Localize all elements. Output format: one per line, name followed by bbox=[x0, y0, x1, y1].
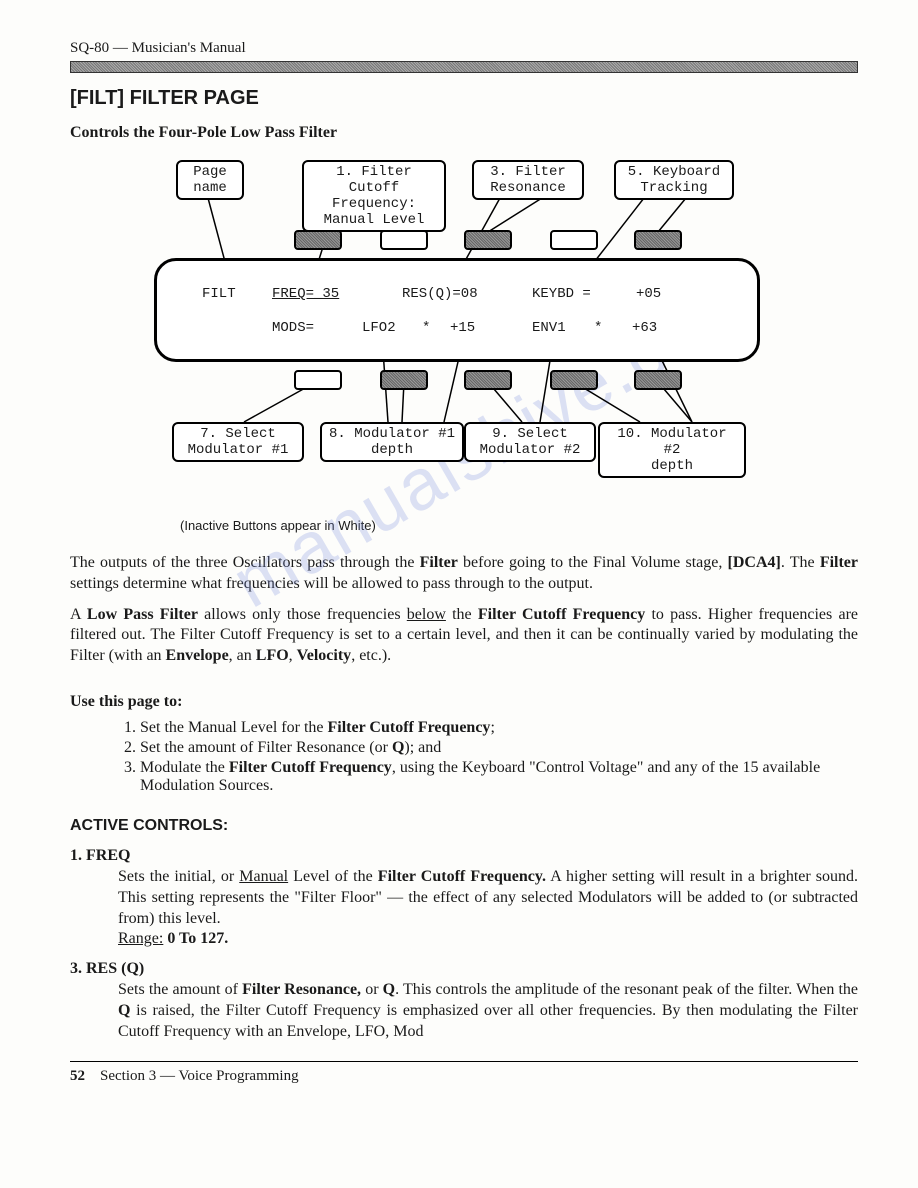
panel-button bbox=[634, 230, 682, 250]
panel-text: +63 bbox=[632, 320, 657, 336]
use-item-3: Modulate the Filter Cutoff Frequency, us… bbox=[140, 759, 858, 795]
panel-text: MODS= bbox=[272, 320, 314, 336]
panel-button bbox=[380, 370, 428, 390]
panel-button bbox=[464, 370, 512, 390]
panel-text: * bbox=[594, 320, 602, 336]
panel-text: ENV1 bbox=[532, 320, 566, 336]
panel-text: LFO2 bbox=[362, 320, 396, 336]
paragraph-2: A Low Pass Filter allows only those freq… bbox=[70, 605, 858, 667]
label-box: 3. FilterResonance bbox=[472, 160, 584, 200]
panel-button bbox=[380, 230, 428, 250]
panel-text: * bbox=[422, 320, 430, 336]
page-title: [FILT] FILTER PAGE bbox=[70, 87, 858, 110]
label-box: 10. Modulator #2depth bbox=[598, 422, 746, 478]
filter-page-diagram: Pagename 1. Filter CutoffFrequency:Manual… bbox=[144, 160, 784, 510]
p1-filter: Filter bbox=[420, 554, 458, 571]
running-header: SQ-80 — Musician's Manual bbox=[70, 40, 858, 57]
label-box: 5. KeyboardTracking bbox=[614, 160, 734, 200]
freq-heading: 1. FREQ bbox=[70, 847, 858, 865]
panel-text: +05 bbox=[636, 286, 661, 302]
section-label: Section 3 — Voice Programming bbox=[100, 1068, 299, 1084]
panel-button bbox=[634, 370, 682, 390]
panel-button bbox=[294, 370, 342, 390]
p1-text: The outputs of the three Oscillators pas… bbox=[70, 554, 420, 571]
resq-body: Sets the amount of Filter Resonance, or … bbox=[118, 980, 858, 1042]
label-box: 8. Modulator #1depth bbox=[320, 422, 464, 462]
footer: 52 Section 3 — Voice Programming bbox=[70, 1061, 858, 1085]
panel-text: KEYBD = bbox=[532, 286, 591, 302]
use-list: Set the Manual Level for the Filter Cuto… bbox=[140, 719, 858, 795]
panel-button bbox=[550, 230, 598, 250]
label-box: 7. SelectModulator #1 bbox=[172, 422, 304, 462]
panel-text: +15 bbox=[450, 320, 475, 336]
active-controls-heading: ACTIVE CONTROLS: bbox=[70, 817, 858, 835]
header-bar bbox=[70, 61, 858, 73]
page-number: 52 bbox=[70, 1068, 85, 1084]
paragraph-1: The outputs of the three Oscillators pas… bbox=[70, 553, 858, 595]
panel-text: FILT bbox=[202, 286, 236, 302]
resq-heading: 3. RES (Q) bbox=[70, 960, 858, 978]
diagram-caption: (Inactive Buttons appear in White) bbox=[180, 518, 858, 533]
display-panel bbox=[154, 258, 760, 362]
freq-body: Sets the initial, or Manual Level of the… bbox=[118, 867, 858, 950]
label-box: Pagename bbox=[176, 160, 244, 200]
panel-text: FREQ=_35 bbox=[272, 286, 339, 302]
panel-button bbox=[464, 230, 512, 250]
subtitle: Controls the Four-Pole Low Pass Filter bbox=[70, 124, 858, 142]
use-item-2: Set the amount of Filter Resonance (or Q… bbox=[140, 739, 858, 757]
label-box: 9. SelectModulator #2 bbox=[464, 422, 596, 462]
panel-button bbox=[550, 370, 598, 390]
use-heading: Use this page to: bbox=[70, 693, 858, 711]
panel-button bbox=[294, 230, 342, 250]
panel-text: RES(Q)=08 bbox=[402, 286, 478, 302]
label-box: 1. Filter CutoffFrequency:Manual Level bbox=[302, 160, 446, 232]
use-item-1: Set the Manual Level for the Filter Cuto… bbox=[140, 719, 858, 737]
